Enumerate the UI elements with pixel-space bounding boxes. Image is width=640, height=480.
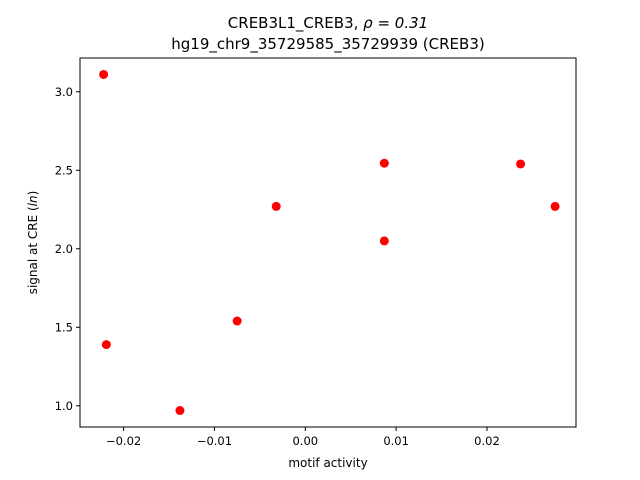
chart-title-line1: CREB3L1_CREB3, ρ = 0.31 — [228, 14, 428, 33]
x-tick-label: −0.01 — [197, 434, 232, 448]
chart-title-line2: hg19_chr9_35729585_35729939 (CREB3) — [171, 35, 484, 54]
x-axis-label: motif activity — [288, 456, 367, 470]
x-tick-label: 0.02 — [474, 434, 500, 448]
data-point — [99, 69, 109, 79]
chart-title: CREB3L1_CREB3, ρ = 0.31 hg19_chr9_357295… — [171, 14, 484, 54]
y-tick-label: 2.5 — [55, 163, 73, 177]
x-tick-label: 0.01 — [383, 434, 409, 448]
y-tick-label: 1.0 — [55, 399, 73, 413]
data-point — [175, 406, 185, 416]
data-point — [516, 159, 526, 169]
data-points — [99, 69, 560, 416]
y-axis-label: signal at CRE (ln) — [26, 191, 40, 295]
y-tick-label: 1.5 — [55, 320, 73, 334]
data-point — [232, 316, 242, 326]
data-point — [379, 158, 389, 168]
y-tick-label: 2.0 — [55, 242, 73, 256]
data-point — [271, 201, 281, 211]
y-axis-ticks: 1.0 1.5 2.0 2.5 3.0 — [55, 85, 80, 413]
plot-frame — [79, 57, 577, 428]
data-point — [379, 236, 389, 246]
data-point — [101, 340, 111, 350]
x-axis-ticks: −0.02 −0.01 0.00 0.01 0.02 — [106, 427, 500, 448]
x-tick-label: 0.00 — [292, 434, 318, 448]
x-tick-label: −0.02 — [106, 434, 141, 448]
y-tick-label: 3.0 — [55, 85, 73, 99]
data-point — [550, 201, 560, 211]
